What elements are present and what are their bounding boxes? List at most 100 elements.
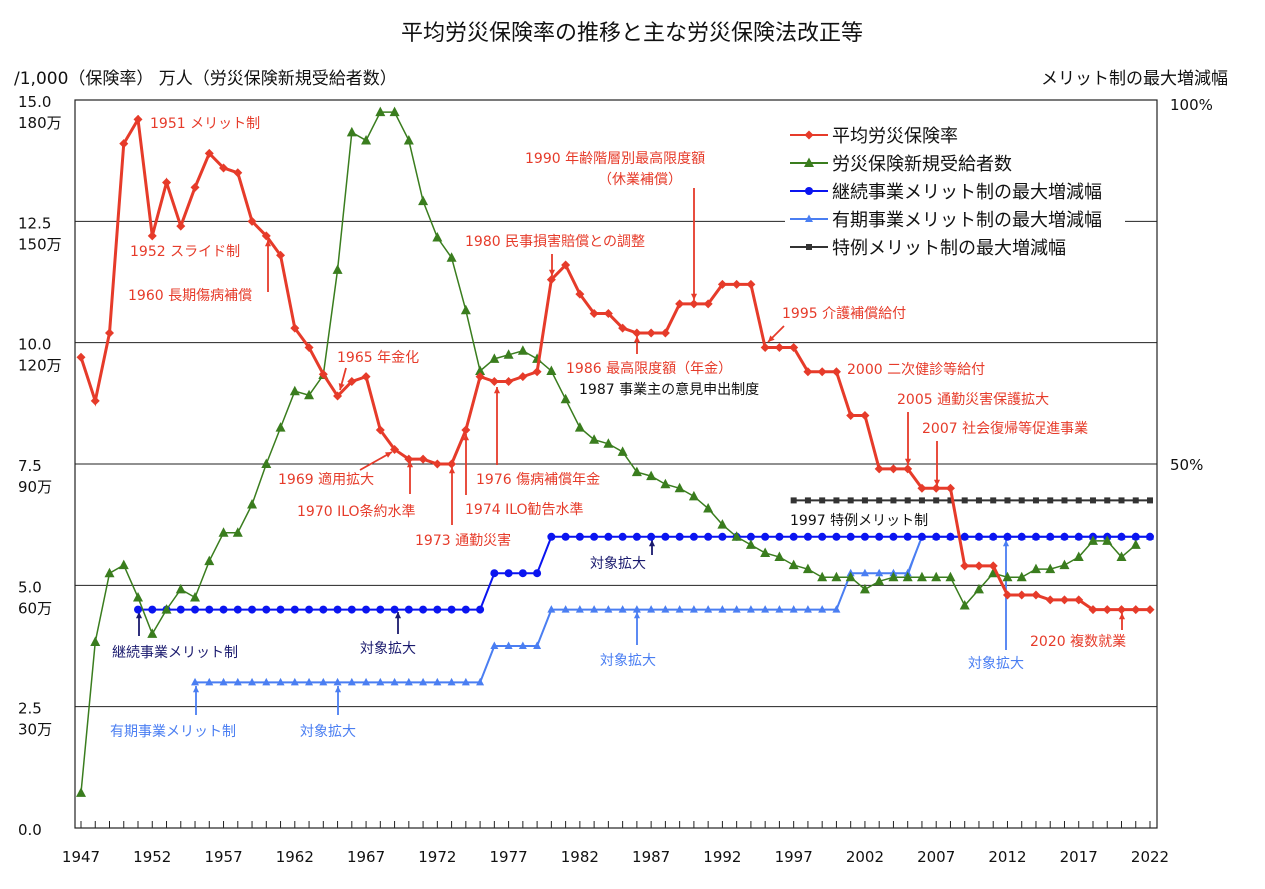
circle-marker (1131, 532, 1140, 541)
triangle-marker (289, 385, 300, 396)
circle-marker (504, 569, 513, 578)
chart-title: 平均労災保険率の推移と主な労災保険法改正等 (401, 21, 863, 46)
x-tick-label: 1952 (133, 848, 171, 866)
triangle-marker (575, 605, 584, 613)
triangle-marker (1002, 571, 1013, 582)
triangle-marker (1045, 563, 1056, 574)
triangle-marker (547, 605, 556, 613)
diamond-marker (945, 483, 955, 493)
triangle-marker (248, 677, 257, 686)
diamond-marker (817, 367, 827, 377)
circle-marker (547, 532, 556, 541)
diamond-marker (931, 483, 941, 493)
triangle-marker (589, 434, 600, 444)
annotation-label: 1987 事業主の意見申出制度 (579, 381, 759, 398)
circle-marker (846, 532, 855, 541)
diamond-marker (233, 168, 243, 178)
triangle-marker (688, 490, 699, 501)
triangle-marker (1102, 535, 1113, 545)
circle-marker (447, 605, 456, 614)
square-marker (790, 497, 797, 504)
square-marker (819, 497, 826, 504)
circle-marker (533, 569, 542, 578)
triangle-marker (618, 605, 627, 613)
triangle-marker (204, 555, 215, 566)
diamond-marker (162, 178, 172, 188)
annotation-label: 2007 社会復帰等促進事業 (922, 420, 1088, 437)
diamond-marker (860, 410, 870, 420)
triangle-marker (718, 605, 727, 613)
triangle-marker (460, 304, 471, 315)
triangle-marker (788, 559, 799, 570)
arrowhead-icon (334, 686, 342, 693)
y-tick-merit: 100% (1170, 96, 1213, 114)
diamond-marker (404, 454, 414, 464)
triangle-marker (175, 583, 186, 594)
y-tick-rate: 2.5 (18, 700, 42, 718)
annotation-label: 1995 介護補償給付 (782, 306, 906, 322)
circle-marker (932, 532, 941, 541)
annotation-label: 1952 スライド制 (130, 244, 240, 260)
triangle-marker (346, 126, 357, 137)
circle-marker (875, 532, 884, 541)
circle-marker (860, 532, 869, 541)
diamond-marker (746, 279, 756, 289)
triangle-marker (817, 571, 828, 582)
triangle-marker (775, 605, 784, 613)
series-line (79, 114, 1150, 612)
triangle-marker (803, 605, 812, 613)
circle-marker (419, 605, 428, 614)
annotation-label: 1997 特例メリット制 (790, 513, 928, 529)
series-layer (76, 106, 1155, 797)
legend-label: 有期事業メリット制の最大増減幅 (832, 210, 1102, 231)
circle-marker (461, 605, 470, 614)
square-marker (1047, 497, 1054, 504)
triangle-marker (133, 591, 144, 602)
annotation-label: 1980 民事損害賠償との調整 (465, 234, 645, 250)
diamond-marker (418, 454, 428, 464)
triangle-marker (518, 641, 527, 649)
circle-marker (803, 532, 812, 541)
y-tick-rate: 0.0 (18, 821, 42, 839)
triangle-marker (90, 636, 101, 646)
triangle-marker (804, 157, 814, 167)
circle-marker (134, 605, 143, 614)
arrowhead-icon (1002, 540, 1010, 547)
triangle-marker (403, 134, 414, 145)
series-1 (76, 106, 1141, 797)
y-tick-rate: 12.5 (18, 214, 51, 232)
triangle-marker (503, 349, 514, 359)
annotation-label: 1951 メリット制 (150, 116, 260, 132)
diamond-marker (1074, 595, 1084, 605)
circle-marker (561, 532, 570, 541)
triangle-marker (831, 571, 842, 582)
circle-marker (818, 532, 827, 541)
square-marker (806, 244, 812, 250)
square-marker (804, 497, 811, 504)
triangle-marker (631, 466, 642, 477)
square-marker (1075, 497, 1082, 504)
annotation-label: 2005 通勤災害保護拡大 (897, 392, 1049, 408)
triangle-marker (1116, 551, 1127, 562)
diamond-marker (888, 464, 898, 474)
diamond-marker (105, 328, 115, 338)
x-tick-label: 1982 (561, 848, 599, 866)
arrowhead-icon (448, 467, 456, 474)
square-marker (1061, 497, 1068, 504)
x-tick-label: 2012 (988, 848, 1026, 866)
arrowhead-icon (690, 293, 698, 300)
triangle-marker (674, 482, 685, 493)
legend-label: 特例メリット制の最大増減幅 (832, 238, 1066, 259)
diamond-marker (988, 561, 998, 571)
diamond-marker (804, 130, 814, 140)
triangle-marker (646, 470, 657, 481)
triangle-marker (361, 134, 372, 145)
diamond-marker (675, 299, 685, 309)
diamond-marker (589, 309, 599, 319)
x-tick-label: 1972 (418, 848, 456, 866)
triangle-marker (732, 605, 741, 613)
arrowhead-icon (493, 387, 501, 394)
triangle-marker (305, 677, 314, 686)
triangle-marker (1073, 551, 1084, 562)
annotation-label: 1976 傷病補償年金 (476, 472, 600, 488)
